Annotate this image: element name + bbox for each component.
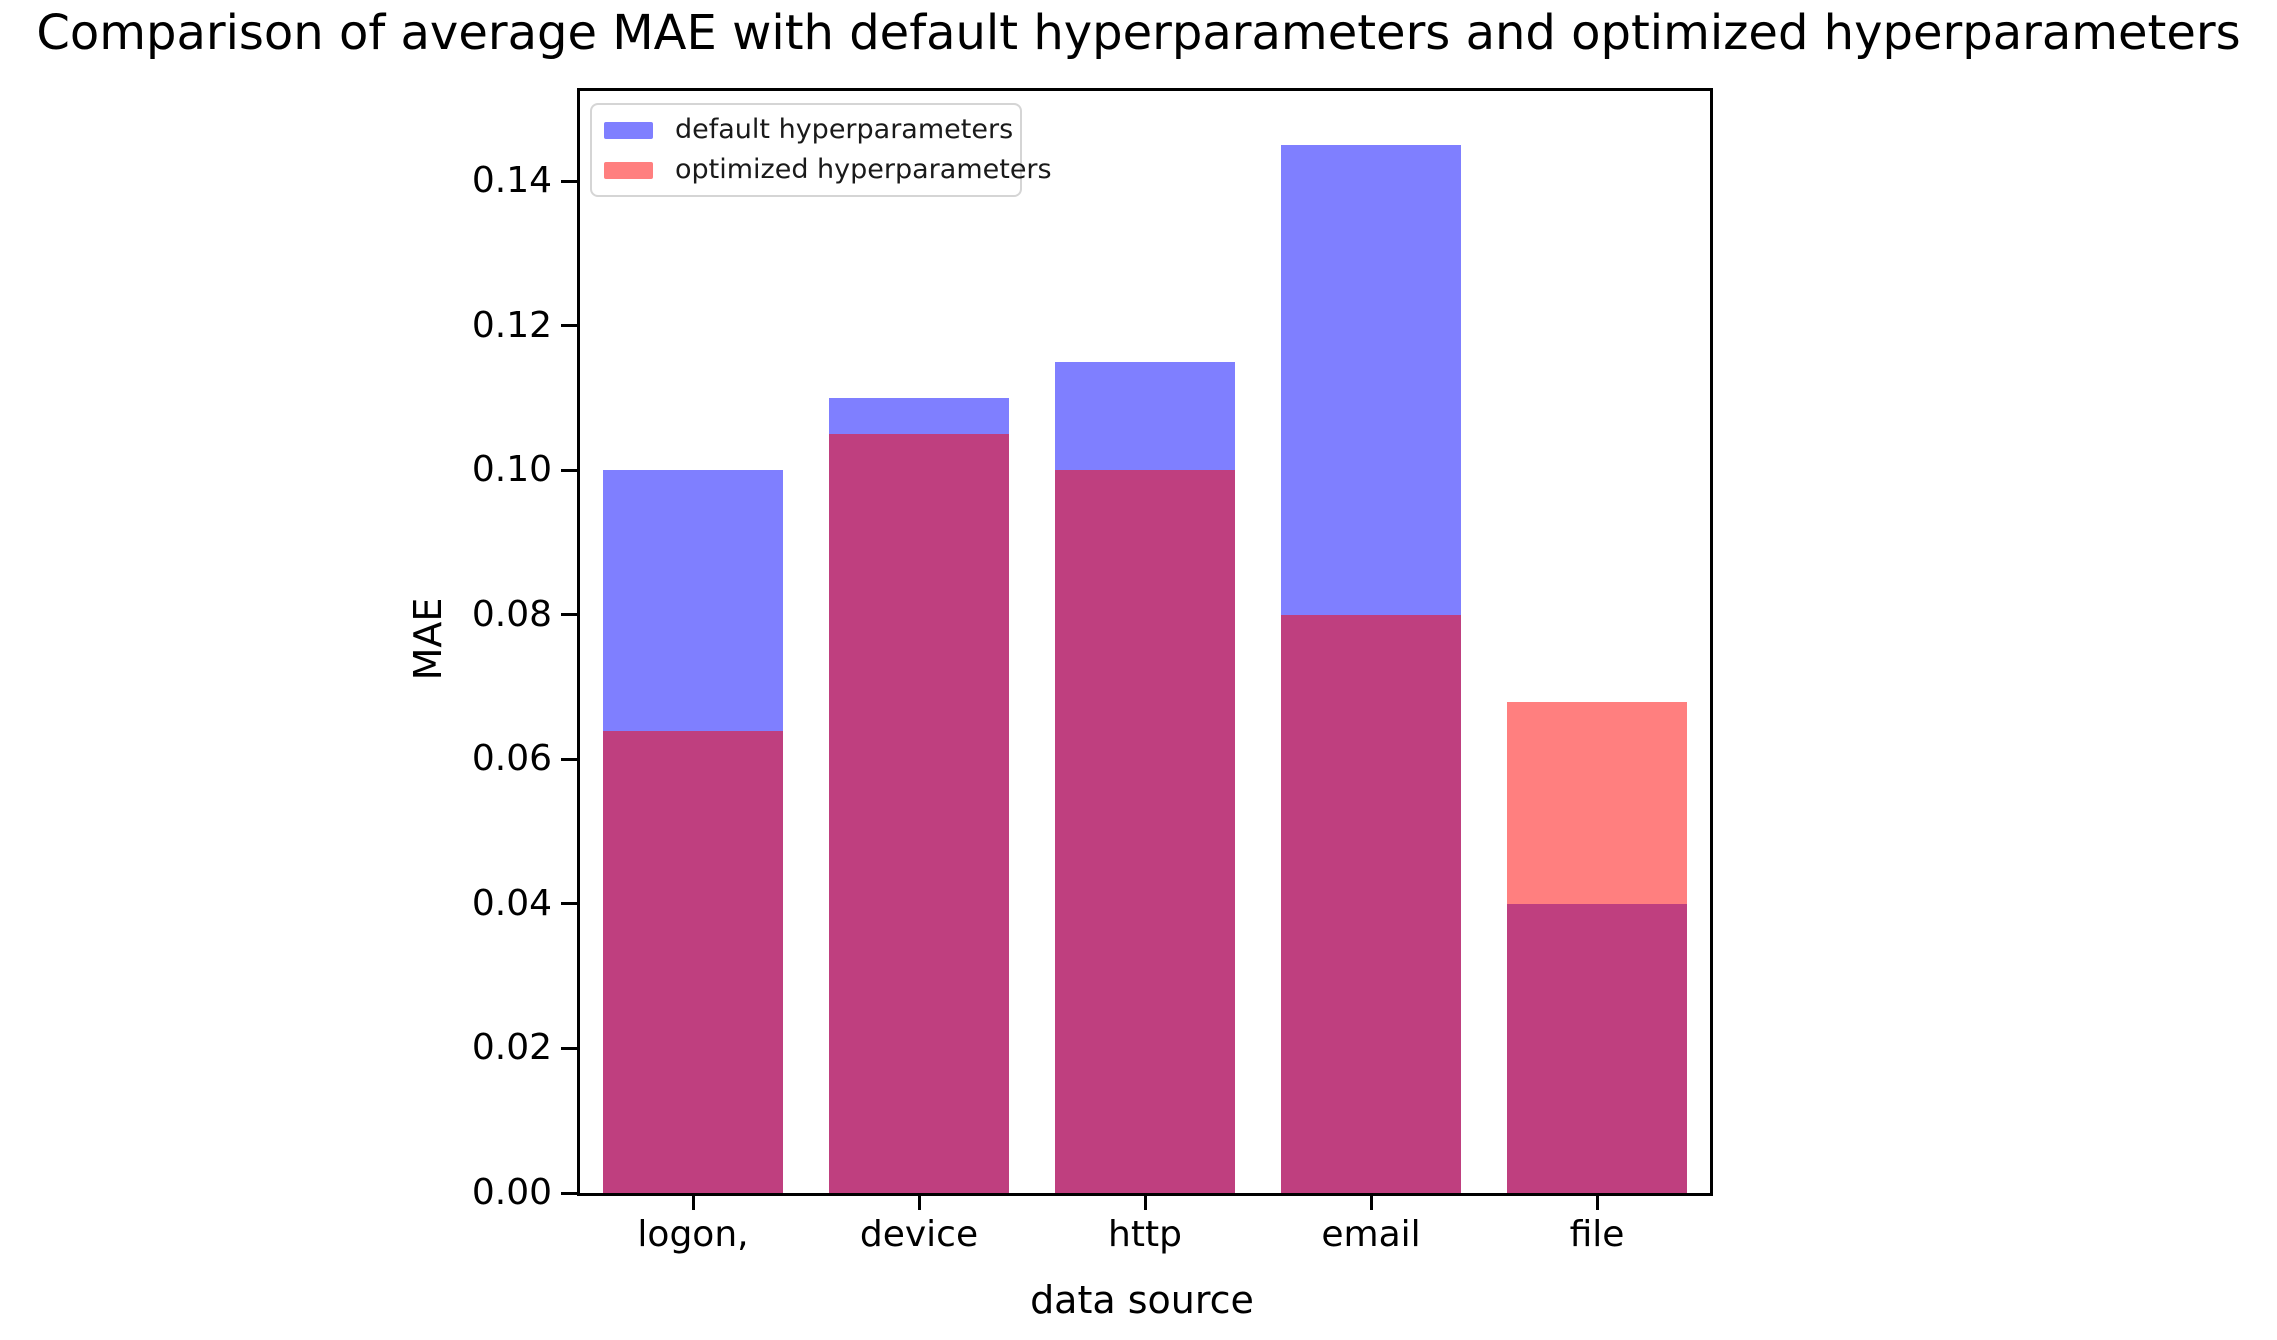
y-tick-mark xyxy=(561,324,577,328)
legend-label-default: default hyperparameters xyxy=(675,114,1014,145)
x-tick-label: file xyxy=(1569,1214,1625,1255)
x-tick-label: http xyxy=(1108,1214,1182,1255)
x-tick-mark xyxy=(1595,1193,1599,1210)
y-tick-label: 0.02 xyxy=(471,1027,552,1069)
y-tick-mark xyxy=(561,902,577,906)
bar-optimized-logon xyxy=(602,730,784,1193)
y-tick-label: 0.10 xyxy=(471,449,552,491)
y-tick-label: 0.08 xyxy=(471,593,552,635)
x-tick-mark xyxy=(691,1193,695,1210)
y-tick-label: 0.12 xyxy=(471,304,552,346)
x-tick-mark xyxy=(1369,1193,1373,1210)
legend-row-optimized: optimized hyperparameters xyxy=(604,155,1052,185)
y-tick-mark xyxy=(561,757,577,761)
plot-area: default hyperparameters optimized hyperp… xyxy=(472,88,1713,1255)
legend-swatch-default xyxy=(604,121,653,139)
x-tick-mark xyxy=(917,1193,921,1210)
bar-optimized-file xyxy=(1506,701,1688,1193)
y-tick-mark xyxy=(561,1191,577,1195)
y-tick-mark xyxy=(561,179,577,183)
x-axis-label: data source xyxy=(1030,1278,1254,1322)
y-tick-mark xyxy=(561,1046,577,1050)
y-tick-label: 0.06 xyxy=(471,738,552,780)
y-tick-label: 0.14 xyxy=(471,160,552,202)
x-tick-mark xyxy=(1143,1193,1147,1210)
x-tick-label: device xyxy=(859,1214,979,1255)
bar-optimized-device xyxy=(828,434,1010,1193)
x-tick-label: email xyxy=(1321,1214,1421,1255)
legend: default hyperparameters optimized hyperp… xyxy=(590,103,1052,197)
legend-swatch-optimized xyxy=(604,161,653,179)
chart-title: Comparison of average MAE with default h… xyxy=(36,5,2241,61)
bar-optimized-email xyxy=(1280,614,1462,1193)
y-tick-label: 0.04 xyxy=(471,882,552,924)
legend-row-default: default hyperparameters xyxy=(604,115,1020,145)
legend-label-optimized: optimized hyperparameters xyxy=(675,154,1052,185)
y-tick-mark xyxy=(561,613,577,617)
bar-optimized-http xyxy=(1054,470,1236,1193)
y-tick-label: 0.00 xyxy=(471,1172,552,1213)
x-tick-label: logon, xyxy=(637,1214,749,1255)
y-tick-mark xyxy=(561,468,577,472)
